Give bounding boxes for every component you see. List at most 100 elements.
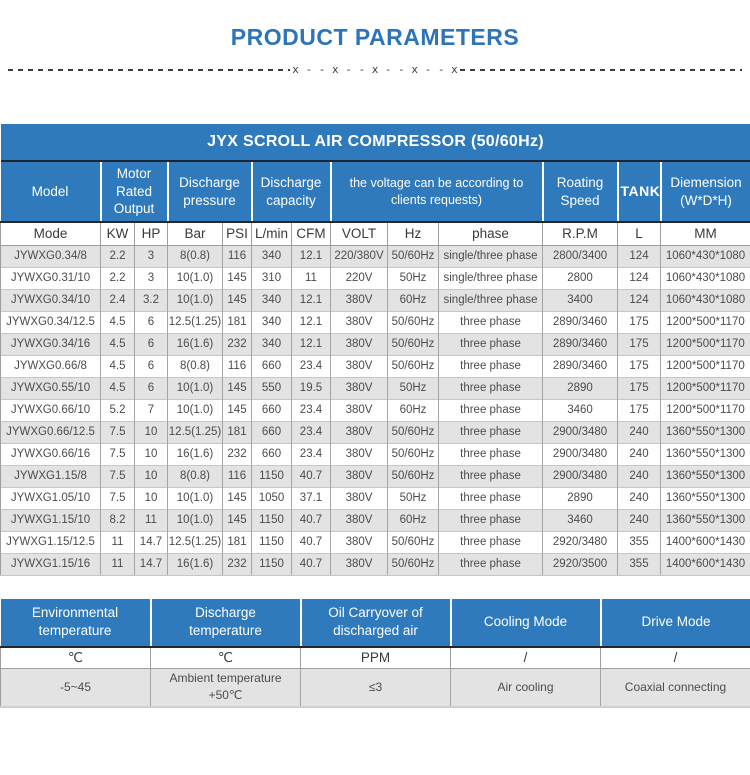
page-header: PRODUCT PARAMETERS x - - x - - x - - x -… bbox=[0, 24, 750, 77]
cell: 1060*430*1080 bbox=[661, 289, 750, 311]
cell: 11 bbox=[135, 509, 168, 531]
cell: 550 bbox=[252, 377, 292, 399]
cell: 1200*500*1170 bbox=[661, 377, 750, 399]
cell: 1200*500*1170 bbox=[661, 311, 750, 333]
cell: single/three phase bbox=[439, 267, 543, 289]
dash-line-right bbox=[460, 69, 742, 71]
model-cell: JYWXG0.66/12.5 bbox=[1, 421, 101, 443]
cell: 380V bbox=[331, 465, 388, 487]
cell: 2890 bbox=[543, 487, 618, 509]
cell: 8(0.8) bbox=[168, 245, 223, 267]
cell: 181 bbox=[223, 421, 252, 443]
cell: 145 bbox=[223, 267, 252, 289]
cell: 14.7 bbox=[135, 531, 168, 553]
cell: 175 bbox=[618, 355, 661, 377]
cell: 23.4 bbox=[292, 443, 331, 465]
cell: 40.7 bbox=[292, 553, 331, 575]
cell: 12.1 bbox=[292, 245, 331, 267]
cell: 50/60Hz bbox=[388, 333, 439, 355]
page-title: PRODUCT PARAMETERS bbox=[0, 24, 750, 51]
cell: 240 bbox=[618, 487, 661, 509]
cell: 380V bbox=[331, 421, 388, 443]
spec-value-cell: -5~45 bbox=[1, 669, 151, 707]
cell: 2920/3500 bbox=[543, 553, 618, 575]
cell: 175 bbox=[618, 399, 661, 421]
spec-unit-cell: ℃ bbox=[151, 647, 301, 669]
cell: 310 bbox=[252, 267, 292, 289]
cell: 50/60Hz bbox=[388, 421, 439, 443]
spec-unit-cell: PPM bbox=[301, 647, 451, 669]
cell: 1060*430*1080 bbox=[661, 245, 750, 267]
subheader-psi: PSI bbox=[223, 222, 252, 245]
subheader-bar: Bar bbox=[168, 222, 223, 245]
cell: 1150 bbox=[252, 509, 292, 531]
cell: 181 bbox=[223, 311, 252, 333]
cell: 380V bbox=[331, 509, 388, 531]
subheader-mode: Mode bbox=[1, 222, 101, 245]
cell: 11 bbox=[101, 553, 135, 575]
cell: 37.1 bbox=[292, 487, 331, 509]
spec-header-environmental-temperature: Environmental temperature bbox=[1, 599, 151, 647]
cell: 380V bbox=[331, 333, 388, 355]
cell: 12.1 bbox=[292, 289, 331, 311]
cell: 380V bbox=[331, 289, 388, 311]
cell: 1360*550*1300 bbox=[661, 465, 750, 487]
cell: 1150 bbox=[252, 465, 292, 487]
cell: 12.5(1.25) bbox=[168, 421, 223, 443]
cell: 380V bbox=[331, 531, 388, 553]
cell: 340 bbox=[252, 311, 292, 333]
cell: 60Hz bbox=[388, 509, 439, 531]
cell: 116 bbox=[223, 355, 252, 377]
cell: 2920/3480 bbox=[543, 531, 618, 553]
model-cell: JYWXG1.15/8 bbox=[1, 465, 101, 487]
cell: 380V bbox=[331, 443, 388, 465]
cell: 6 bbox=[135, 355, 168, 377]
cell: 3 bbox=[135, 245, 168, 267]
cell: 240 bbox=[618, 465, 661, 487]
cell: 6 bbox=[135, 377, 168, 399]
cell: 10(1.0) bbox=[168, 399, 223, 421]
cell: 16(1.6) bbox=[168, 553, 223, 575]
cell: 1360*550*1300 bbox=[661, 421, 750, 443]
cell: three phase bbox=[439, 553, 543, 575]
cell: 5.2 bbox=[101, 399, 135, 421]
decorative-divider: x - - x - - x - - x - - x bbox=[8, 63, 742, 77]
cell: 660 bbox=[252, 421, 292, 443]
cell: 660 bbox=[252, 399, 292, 421]
spec-header-cooling-mode: Cooling Mode bbox=[451, 599, 601, 647]
cell: 1060*430*1080 bbox=[661, 267, 750, 289]
cell: 181 bbox=[223, 531, 252, 553]
cell: three phase bbox=[439, 443, 543, 465]
cell: 175 bbox=[618, 311, 661, 333]
cell: 3400 bbox=[543, 289, 618, 311]
cell: 1200*500*1170 bbox=[661, 355, 750, 377]
spec-value-cell: Air cooling bbox=[451, 669, 601, 707]
cell: 340 bbox=[252, 245, 292, 267]
cell: three phase bbox=[439, 465, 543, 487]
cell: 50/60Hz bbox=[388, 245, 439, 267]
cell: 10(1.0) bbox=[168, 509, 223, 531]
cell: 7 bbox=[135, 399, 168, 421]
cell: 232 bbox=[223, 443, 252, 465]
cell: 380V bbox=[331, 487, 388, 509]
cell: 175 bbox=[618, 377, 661, 399]
model-cell: JYWXG1.15/12.5 bbox=[1, 531, 101, 553]
spec-value-cell: Coaxial connecting bbox=[601, 669, 750, 707]
cell: single/three phase bbox=[439, 245, 543, 267]
cell: 11 bbox=[292, 267, 331, 289]
model-cell: JYWXG0.34/16 bbox=[1, 333, 101, 355]
cell: 7.5 bbox=[101, 465, 135, 487]
cell: 3460 bbox=[543, 399, 618, 421]
cell: 124 bbox=[618, 267, 661, 289]
cell: 340 bbox=[252, 289, 292, 311]
cell: 4.5 bbox=[101, 355, 135, 377]
cell: 11 bbox=[101, 531, 135, 553]
cell: 116 bbox=[223, 465, 252, 487]
cell: 10(1.0) bbox=[168, 377, 223, 399]
